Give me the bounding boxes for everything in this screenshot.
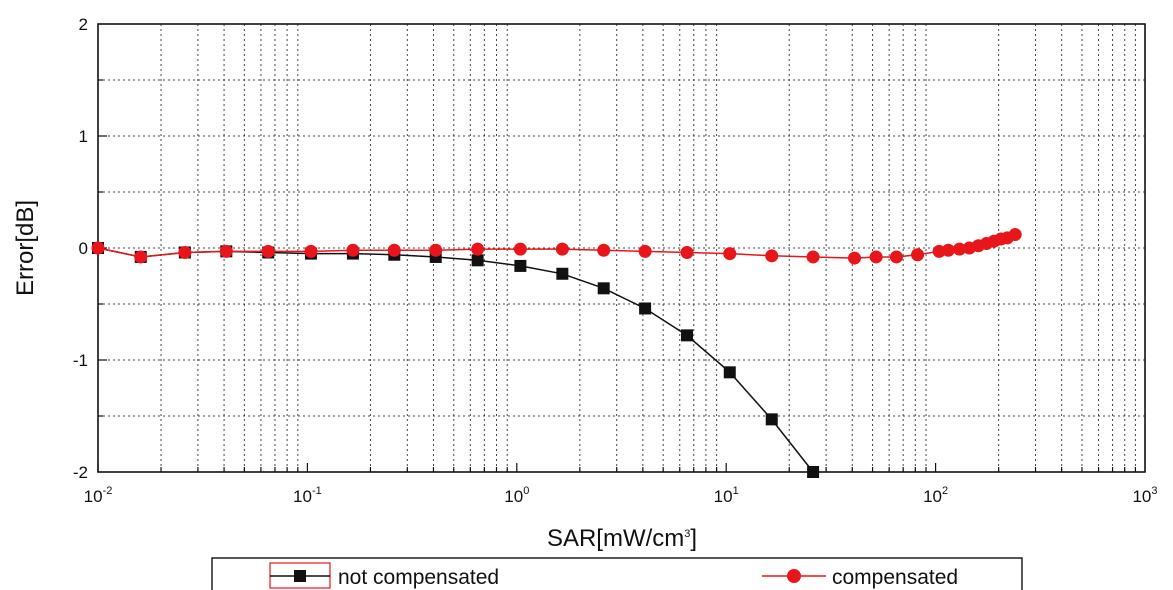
data-point-compensated — [471, 242, 485, 256]
data-point-not-compensated — [597, 282, 610, 295]
data-point-compensated — [889, 250, 903, 264]
x-tick-label-exponent: -2 — [103, 485, 113, 497]
data-point-not-compensated — [723, 366, 736, 379]
data-point-compensated — [765, 249, 779, 263]
data-point-not-compensated — [556, 267, 569, 280]
x-tick-label-exponent: 1 — [733, 485, 739, 497]
data-point-compensated — [555, 242, 569, 256]
x-tick-label-exponent: 0 — [523, 485, 529, 497]
y-axis-title: Error[dB] — [12, 200, 39, 296]
data-point-compensated — [597, 243, 611, 257]
legend-marker-not-compensated — [294, 570, 306, 582]
series-compensated — [91, 228, 1022, 265]
axis-ticks — [97, 79, 1137, 472]
series-not-compensated — [92, 242, 820, 478]
data-point-compensated — [952, 242, 966, 256]
x-tick-label-exponent: 3 — [1151, 485, 1157, 497]
x-tick-label-base: 10 — [293, 487, 312, 506]
legend: not compensated compensated — [211, 557, 1023, 590]
y-tick-label: -2 — [73, 463, 88, 482]
x-tick-label-base: 10 — [84, 487, 103, 506]
data-point-not-compensated — [807, 466, 820, 478]
data-point-compensated — [387, 243, 401, 257]
x-tick-label: 10-1 — [293, 485, 322, 506]
data-point-compensated — [219, 244, 233, 258]
y-tick-label: 2 — [79, 15, 88, 34]
data-point-compensated — [346, 243, 360, 257]
data-point-not-compensated — [765, 413, 778, 426]
legend-frame — [211, 557, 1023, 590]
y-tick-label: 1 — [79, 127, 88, 146]
x-tick-label: 103 — [1132, 485, 1157, 506]
legend-label-not-compensated: not compensated — [338, 566, 499, 589]
x-tick-label: 10-2 — [84, 485, 113, 506]
legend-marker-compensated — [787, 569, 801, 583]
series-layer — [91, 228, 1022, 478]
x-axis-title: SAR[mW/cm3] — [547, 525, 697, 552]
data-point-not-compensated — [471, 254, 484, 267]
y-tick-label: -1 — [73, 351, 88, 370]
data-point-compensated — [261, 244, 275, 258]
x-tick-label-base: 10 — [504, 487, 523, 506]
data-point-compensated — [178, 245, 192, 259]
x-tick-label-base: 10 — [923, 487, 942, 506]
data-point-compensated — [304, 244, 318, 258]
x-tick-label-base: 10 — [1132, 487, 1151, 506]
x-tick-label: 100 — [504, 485, 529, 506]
x-tick-label-exponent: -1 — [312, 485, 322, 497]
data-point-not-compensated — [639, 302, 652, 315]
x-tick-label-base: 10 — [714, 487, 733, 506]
data-point-compensated — [513, 242, 527, 256]
data-point-compensated — [1008, 228, 1022, 242]
data-point-compensated — [134, 250, 148, 264]
data-point-compensated — [941, 243, 955, 257]
y-tick-label: 0 — [79, 239, 88, 258]
data-point-compensated — [848, 251, 862, 265]
data-point-compensated — [911, 248, 925, 262]
data-point-compensated — [91, 241, 105, 255]
x-tick-label: 102 — [923, 485, 948, 506]
data-point-compensated — [429, 243, 443, 257]
data-point-compensated — [680, 245, 694, 259]
data-point-compensated — [723, 247, 737, 261]
x-tick-label-exponent: 2 — [942, 485, 948, 497]
data-point-not-compensated — [681, 329, 694, 342]
data-point-compensated — [806, 250, 820, 264]
data-point-compensated — [638, 244, 652, 258]
data-point-compensated — [869, 250, 883, 264]
x-tick-label: 101 — [714, 485, 739, 506]
data-point-not-compensated — [514, 259, 527, 272]
legend-label-compensated: compensated — [832, 566, 958, 589]
